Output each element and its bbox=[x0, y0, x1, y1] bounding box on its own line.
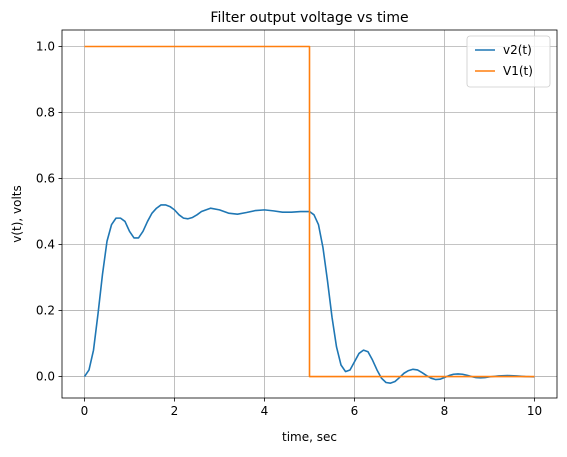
x-tick-label: 6 bbox=[351, 404, 359, 418]
plot-frame bbox=[61, 29, 558, 399]
x-axis-label: time, sec bbox=[282, 430, 337, 444]
legend: v2(t) V1(t) bbox=[466, 35, 551, 88]
y-tick-label: 0.8 bbox=[36, 106, 55, 120]
legend-label-2: V1(t) bbox=[503, 64, 533, 78]
x-tick-label: 10 bbox=[527, 404, 542, 418]
series-line-2 bbox=[84, 45, 535, 378]
y-tick-label: 0.2 bbox=[36, 304, 55, 318]
axis-ticks: 0 2 4 6 8 10 0.0 0.2 0.4 0.6 0.8 1.0 bbox=[36, 40, 542, 418]
y-tick-label: 1.0 bbox=[36, 40, 55, 54]
series-line-1 bbox=[83, 204, 535, 384]
series-lines bbox=[83, 45, 535, 384]
x-tick-label: 0 bbox=[81, 404, 89, 418]
x-tick-label: 4 bbox=[261, 404, 269, 418]
legend-label-1: v2(t) bbox=[503, 43, 532, 57]
x-tick-label: 2 bbox=[171, 404, 179, 418]
chart-title: Filter output voltage vs time bbox=[210, 10, 408, 26]
y-axis-label: v(t), volts bbox=[10, 185, 24, 243]
legend-box bbox=[466, 35, 551, 88]
y-tick-label: 0.6 bbox=[36, 172, 55, 186]
x-tick-label: 8 bbox=[441, 404, 449, 418]
y-tick-label: 0.4 bbox=[36, 238, 55, 252]
y-tick-label: 0.0 bbox=[36, 370, 55, 384]
